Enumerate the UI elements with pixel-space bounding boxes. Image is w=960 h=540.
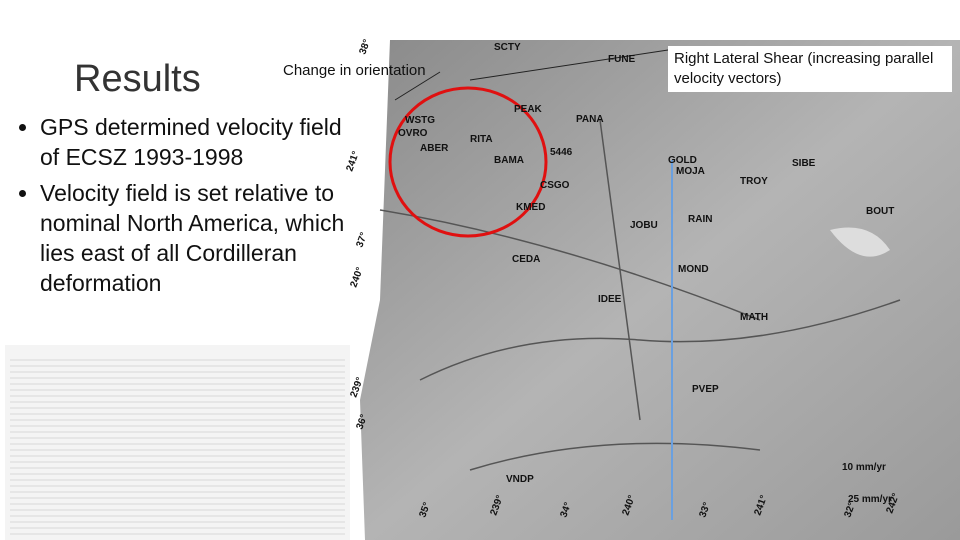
station-label: KMED (516, 202, 545, 213)
scale-label: 10 mm/yr (842, 462, 886, 473)
station-label: BAMA (494, 155, 524, 166)
grid-label: 36° (354, 413, 370, 431)
table-image (5, 345, 350, 540)
station-label: RITA (470, 134, 493, 145)
station-label: MOND (678, 264, 709, 275)
station-label: ABER (420, 143, 449, 154)
station-label: PANA (576, 114, 604, 125)
station-label: IDEE (598, 294, 622, 305)
station-label: FUNE (608, 54, 636, 65)
title: Results (74, 58, 201, 100)
station-label: CEDA (512, 254, 540, 265)
station-label: PEAK (514, 104, 543, 115)
station-label: VNDP (506, 474, 534, 485)
station-label: MOJA (676, 166, 705, 177)
highlight-circle (388, 86, 548, 238)
bullets: GPS determined velocity field of ECSZ 19… (18, 112, 360, 304)
callout-line (394, 71, 441, 101)
fault-lines (379, 119, 901, 471)
station-label: PVEP (692, 384, 719, 395)
station-label: SIBE (792, 158, 816, 169)
bullet: Velocity field is set relative to nomina… (40, 178, 360, 298)
station-label: BOUT (866, 206, 894, 217)
grid-label: 33° (697, 501, 713, 519)
station-label: GOLD (668, 155, 697, 166)
station-label: OVRO (398, 128, 428, 139)
scale-label: 25 mm/yr (848, 494, 892, 505)
station-label: TROY (740, 176, 768, 187)
map-image (360, 40, 960, 540)
station-label: CSGO (540, 180, 570, 191)
grid-label: 38° (357, 38, 373, 56)
station-label: 5446 (550, 147, 573, 158)
grid-label: 37° (354, 231, 370, 249)
station-label: JOBU (630, 220, 658, 231)
station-label: MATH (740, 312, 768, 323)
lake (830, 227, 890, 257)
grid-label: 35° (417, 501, 433, 519)
callout: Right Lateral Shear (increasing parallel… (668, 46, 952, 92)
station-label: RAIN (688, 214, 712, 225)
table-lines (10, 359, 345, 535)
grid-label: 32° (842, 501, 858, 519)
callout: Change in orientation (283, 62, 426, 79)
callout-line (469, 49, 669, 81)
grid-label: 34° (558, 501, 574, 519)
station-label: SCTY (494, 42, 521, 53)
bullet: GPS determined velocity field of ECSZ 19… (40, 112, 360, 172)
station-label: WSTG (405, 115, 435, 126)
